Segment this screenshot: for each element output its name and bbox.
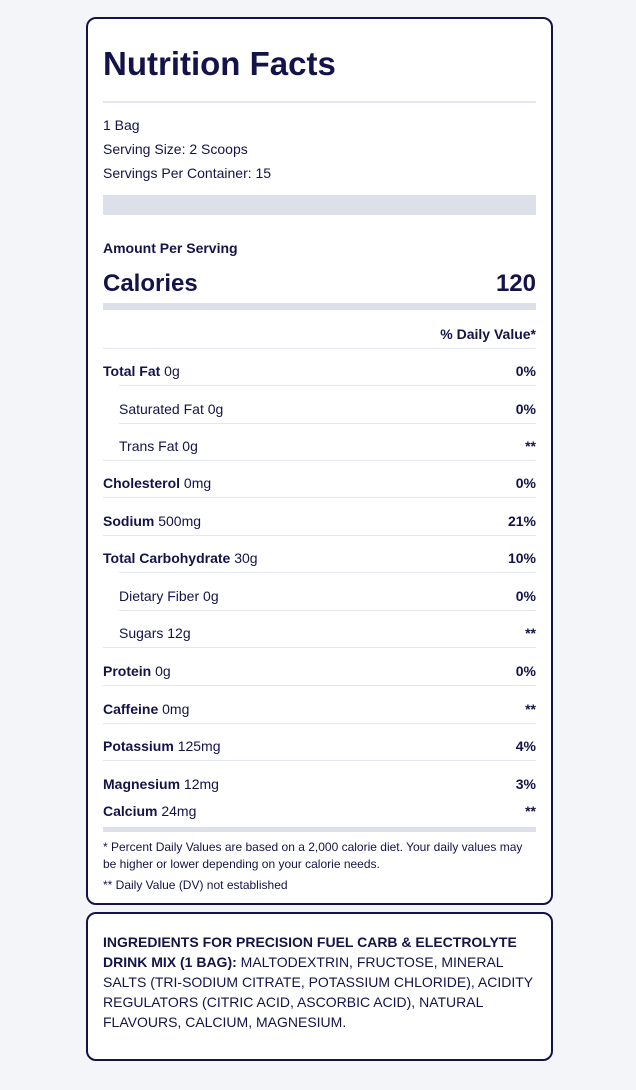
nutrient-daily-value: 0% [515, 475, 536, 491]
ingredients-panel: INGREDIENTS FOR PRECISION FUEL CARB & EL… [86, 912, 553, 1061]
nutrient-row: Caffeine 0mg ** [103, 701, 536, 721]
calories-label: Calories [103, 270, 198, 297]
nutrient-label: Potassium [103, 738, 174, 754]
nutrient-daily-value: 0% [515, 401, 536, 417]
nutrient-row: Sodium 500mg 21% [103, 513, 536, 533]
row-divider [103, 348, 536, 349]
not-established-footnote: ** Daily Value (DV) not established [103, 878, 288, 892]
nutrient-name: Potassium 125mg [103, 738, 221, 754]
nutrient-row: Total Fat 0g 0% [103, 363, 536, 383]
serving-size: Serving Size: 2 Scoops [103, 141, 248, 157]
nutrient-label: Trans Fat [119, 438, 179, 454]
package-size: 1 Bag [103, 117, 140, 133]
nutrient-amount: 0g [203, 401, 224, 417]
nutrient-label: Dietary Fiber [119, 588, 200, 604]
nutrient-daily-value: 21% [507, 513, 536, 529]
nutrient-label: Magnesium [103, 776, 181, 792]
calories-value: 120 [495, 270, 536, 297]
nutrient-amount: 30g [230, 550, 258, 566]
nutrient-daily-value: 0% [515, 663, 536, 679]
row-divider [119, 610, 536, 611]
nutrient-label: Saturated Fat [119, 401, 204, 417]
nutrient-daily-value: ** [525, 438, 536, 454]
nutrition-facts-panel: Nutrition Facts 1 Bag Serving Size: 2 Sc… [86, 17, 553, 905]
nutrient-row: Saturated Fat 0g 0% [103, 401, 536, 421]
ingredients-heading: INGREDIENTS FOR PRECISION FUEL CARB & EL… [103, 934, 517, 970]
nutrient-name: Cholesterol 0mg [103, 475, 211, 491]
nutrient-name: Trans Fat 0g [119, 438, 198, 454]
nutrient-row: Cholesterol 0mg 0% [103, 475, 536, 495]
nutrient-row: Potassium 125mg 4% [103, 738, 536, 758]
footer-divider [103, 827, 536, 832]
row-divider [103, 723, 536, 724]
nutrient-name: Protein 0g [103, 663, 171, 679]
nutrient-label: Sodium [103, 513, 155, 529]
nutrient-name: Dietary Fiber 0g [119, 588, 219, 604]
row-divider [103, 760, 536, 761]
nutrient-amount: 0mg [180, 475, 212, 491]
nutrient-daily-value: 4% [515, 738, 536, 754]
row-divider [103, 460, 536, 461]
row-divider [103, 685, 536, 686]
nutrient-label: Sugars [119, 625, 164, 641]
nutrient-daily-value: 0% [515, 363, 536, 379]
calories-divider [103, 303, 536, 310]
nutrient-daily-value: ** [525, 625, 536, 641]
row-divider [103, 535, 536, 536]
nutrient-name: Calcium 24mg [103, 803, 196, 819]
nutrient-name: Sugars 12g [119, 625, 191, 641]
daily-value-footnote: * Percent Daily Values are based on a 2,… [103, 840, 523, 871]
nutrient-name: Total Carbohydrate 30g [103, 550, 258, 566]
row-divider [103, 497, 536, 498]
nutrient-name: Saturated Fat 0g [119, 401, 223, 417]
row-divider [119, 385, 536, 386]
nutrient-amount: 0g [151, 663, 171, 679]
nutrient-name: Total Fat 0g [103, 363, 180, 379]
row-divider [119, 572, 536, 573]
thick-divider [103, 195, 536, 215]
ingredients-text: INGREDIENTS FOR PRECISION FUEL CARB & EL… [103, 932, 536, 1032]
nutrient-daily-value: 3% [515, 776, 536, 792]
nutrient-name: Magnesium 12mg [103, 776, 219, 792]
nutrient-daily-value: 0% [515, 588, 536, 604]
nutrient-daily-value: 10% [507, 550, 536, 566]
nutrient-amount: 12g [163, 625, 191, 641]
nutrient-label: Caffeine [103, 701, 159, 717]
daily-value-header: % Daily Value* [440, 326, 536, 342]
servings-per-container: Servings Per Container: 15 [103, 165, 272, 181]
label-title: Nutrition Facts [103, 45, 336, 82]
nutrient-row: Dietary Fiber 0g 0% [103, 588, 536, 608]
nutrient-amount: 24mg [157, 803, 197, 819]
row-divider [103, 647, 536, 648]
nutrient-amount: 0g [160, 363, 180, 379]
title-divider [103, 101, 536, 103]
nutrient-label: Protein [103, 663, 152, 679]
nutrient-label: Total Carbohydrate [103, 550, 231, 566]
nutrient-amount: 125mg [173, 738, 221, 754]
nutrient-amount: 0g [199, 588, 219, 604]
nutrient-daily-value: ** [525, 803, 536, 819]
nutrient-amount: 0g [178, 438, 198, 454]
nutrient-daily-value: ** [525, 701, 536, 717]
nutrient-row: Protein 0g 0% [103, 663, 536, 683]
nutrient-row: Magnesium 12mg 3% [103, 776, 536, 796]
nutrient-row: Sugars 12g ** [103, 625, 536, 645]
nutrient-row: Calcium 24mg ** [103, 803, 536, 823]
nutrient-amount: 500mg [154, 513, 202, 529]
amount-per-serving: Amount Per Serving [103, 240, 238, 256]
nutrient-amount: 0mg [158, 701, 190, 717]
nutrient-name: Sodium 500mg [103, 513, 201, 529]
nutrient-label: Cholesterol [103, 475, 181, 491]
nutrient-label: Calcium [103, 803, 158, 819]
nutrient-name: Caffeine 0mg [103, 701, 189, 717]
row-divider [119, 423, 536, 424]
nutrient-row: Trans Fat 0g ** [103, 438, 536, 458]
nutrient-amount: 12mg [180, 776, 219, 792]
nutrient-row: Total Carbohydrate 30g 10% [103, 550, 536, 570]
ingredients-list: MALTODEXTRIN, FRUCTOSE, MINERAL SALTS (T… [103, 954, 533, 1030]
nutrient-label: Total Fat [103, 363, 161, 379]
